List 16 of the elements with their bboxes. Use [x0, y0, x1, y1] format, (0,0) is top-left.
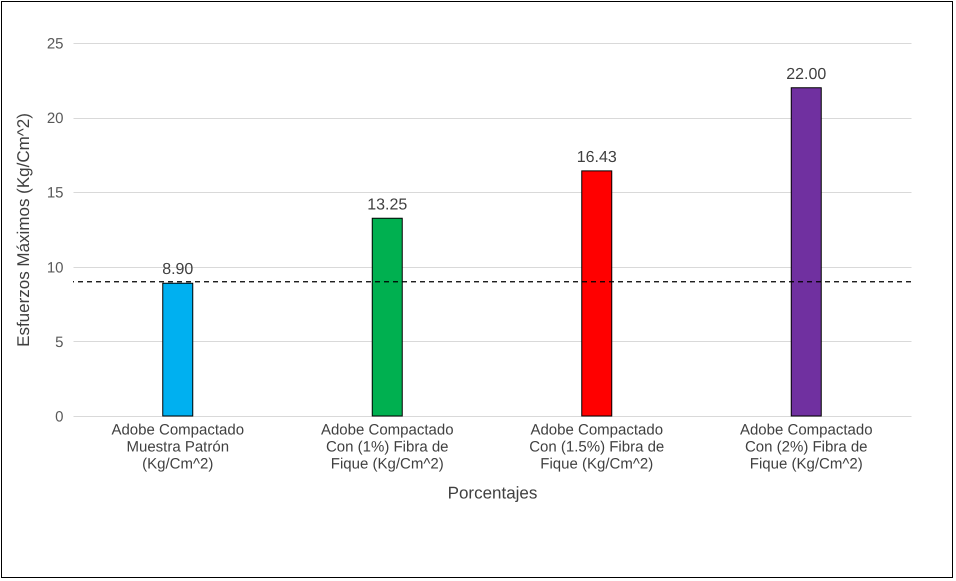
y-tick-label: 15: [46, 184, 64, 202]
y-tick-label: 25: [46, 36, 64, 52]
y-tick-label: 10: [46, 259, 64, 276]
y-tick-label: 0: [55, 408, 64, 426]
data-label: 16.43: [576, 148, 617, 166]
data-label: 8.90: [162, 261, 194, 278]
x-tick-label: Adobe Compactado Con (2%) Fibra de Fique (Kg/Cm^2): [740, 422, 873, 472]
x-tick-label: Adobe Compactado Con (1%) Fibra de Fique (Kg/Cm^2): [320, 422, 454, 472]
x-tick-label: Adobe Compactado Muestra Patrón (Kg/Cm^2): [111, 422, 244, 472]
data-label: 22.00: [786, 66, 826, 83]
x-tick-label: Adobe Compactado Con (1.5%) Fibra de Fique (Kg/Cm^2): [529, 422, 664, 472]
data-label: 13.25: [367, 196, 408, 214]
y-axis-title: Esfuerzos Máximos (Kg/Cm^2): [14, 113, 33, 347]
y-tick-label: 5: [55, 334, 64, 351]
y-tick-label: 20: [46, 110, 64, 128]
x-axis-title: Porcentajes: [448, 484, 538, 502]
